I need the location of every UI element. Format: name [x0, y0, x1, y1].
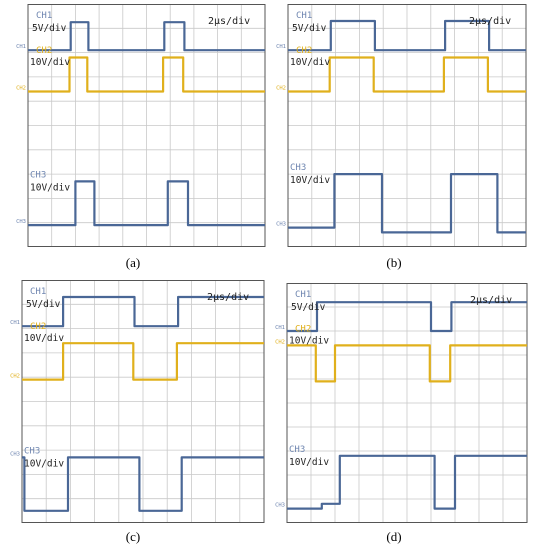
trace-ch2	[28, 56, 265, 93]
ch3-label: CH3	[30, 170, 46, 180]
channel-marker: CH3	[10, 451, 20, 457]
scope-panel-1: CH1 CH2 CH3 CH1 5V/div 2µs/div CH2 10V/div CH3 10…	[2, 4, 266, 247]
ch3-scale: 10V/div	[289, 457, 329, 468]
oscilloscope-plot: CH1CH2CH3CH15V/div2µs/divCH210V/divCH310…	[276, 4, 527, 247]
ch3-label: CH3	[290, 163, 306, 173]
ch1-label: CH1	[296, 11, 312, 21]
trace-ch2	[288, 56, 526, 93]
plot-frame	[287, 4, 527, 247]
channel-marker: CH1	[16, 44, 26, 50]
time-scale: 2µs/div	[208, 16, 250, 27]
scope-panel-2: CH1 CH2 CH3 CH1 5V/div 2µs/div CH2 10V/div CH3 10…	[262, 4, 527, 247]
ch3-scale: 10V/div	[30, 182, 70, 193]
grid	[287, 283, 527, 523]
ch2-scale: 10V/div	[24, 333, 64, 344]
ch2-scale: 10V/div	[30, 57, 70, 68]
channel-marker: CH3	[16, 219, 26, 225]
panel-caption: (c)	[125, 529, 141, 544]
trace-ch3	[288, 173, 526, 234]
oscilloscope-plot: CH1CH2CH3CH15V/div2µs/divCH210V/divCH310…	[10, 280, 265, 523]
trace-ch2	[287, 344, 527, 383]
ch1-label: CH1	[30, 287, 46, 297]
panel-caption: (d)	[386, 529, 402, 544]
ch1-scale: 5V/div	[292, 23, 327, 34]
grid	[28, 4, 265, 247]
oscilloscope-plot: CH1CH2CH3CH15V/div2µs/divCH210V/divCH310…	[16, 4, 266, 247]
ch3-label: CH3	[24, 446, 40, 456]
oscilloscope-plot: CH1CH2CH3CH15V/div2µs/divCH210V/divCH310…	[275, 283, 528, 523]
ch2-scale: 10V/div	[290, 57, 330, 68]
trace-ch3	[28, 180, 265, 227]
trace-ch3	[287, 454, 527, 510]
ch3-scale: 10V/div	[290, 175, 330, 186]
channel-marker: CH2	[16, 85, 26, 91]
channel-marker: CH2	[10, 374, 20, 380]
ch1-scale: 5V/div	[26, 299, 61, 310]
ch2-scale: 10V/div	[289, 335, 329, 346]
scope-panel-3: CH1 CH2 CH3 CH1 5V/div 2µs/div CH2 10V/div CH3 10…	[0, 280, 265, 523]
ch1-label: CH1	[295, 290, 311, 300]
trace-ch1	[22, 295, 264, 328]
plot-frame	[27, 4, 266, 247]
trace-ch1	[28, 21, 265, 52]
ch3-scale: 10V/div	[24, 458, 64, 469]
time-scale: 2µs/div	[469, 16, 511, 27]
trace-ch1	[288, 19, 526, 52]
trace-ch1	[287, 301, 527, 333]
grid	[288, 4, 526, 247]
ch2-label: CH2	[30, 322, 46, 332]
trace-ch3	[22, 456, 264, 512]
channel-marker: CH1	[10, 320, 20, 326]
channel-marker: CH1	[276, 44, 286, 50]
grid	[22, 280, 264, 523]
channel-marker: CH2	[276, 85, 286, 91]
ch2-label: CH2	[36, 46, 52, 56]
channel-marker: CH3	[276, 222, 286, 228]
time-scale: 2µs/div	[207, 292, 249, 303]
channel-marker: CH3	[275, 503, 285, 509]
time-scale: 2µs/div	[470, 295, 512, 306]
scope-panel-4: CH1 CH2 CH3 CH1 5V/div 2µs/div CH2 10V/div CH3 10…	[261, 283, 528, 523]
ch1-scale: 5V/div	[32, 23, 67, 34]
channel-marker: CH2	[275, 339, 285, 345]
ch2-label: CH2	[295, 324, 311, 334]
channel-marker: CH1	[275, 325, 285, 331]
trace-ch2	[22, 342, 264, 381]
panel-caption: (a)	[125, 255, 141, 270]
ch1-scale: 5V/div	[291, 302, 326, 313]
ch1-label: CH1	[36, 11, 52, 21]
ch2-label: CH2	[296, 46, 312, 56]
panel-caption: (b)	[386, 255, 402, 270]
plot-frame	[21, 280, 265, 523]
ch3-label: CH3	[289, 445, 305, 455]
plot-frame	[286, 283, 528, 523]
